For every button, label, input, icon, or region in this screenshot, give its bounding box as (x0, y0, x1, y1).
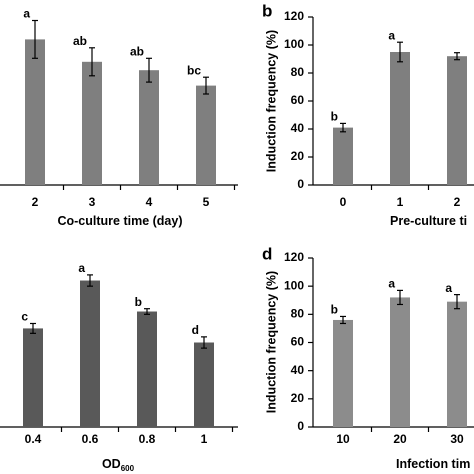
x-tick-label: 0.4 (25, 432, 42, 446)
x-tick-label: 5 (203, 195, 210, 209)
significance-letter: a (23, 7, 30, 21)
significance-letter: b (331, 110, 338, 124)
x-tick-label: 1 (201, 432, 208, 446)
x-axis-label-text: Pre-culture ti (390, 214, 467, 228)
panel-letter: b (262, 1, 272, 20)
error-bar (340, 315, 346, 325)
error-bar (454, 52, 460, 61)
panel-letter: d (262, 244, 272, 263)
x-axis-label-text: OD (102, 457, 121, 471)
x-tick-label: 4 (146, 195, 153, 209)
significance-letter: a (388, 277, 395, 291)
y-tick-label: 120 (284, 250, 304, 264)
bar (137, 311, 157, 427)
x-axis-label-subscript: 600 (121, 464, 135, 473)
x-tick-label: 0.6 (82, 432, 99, 446)
significance-letter: d (192, 323, 199, 337)
x-axis-label-text: Co-culture time (day) (57, 214, 182, 228)
y-tick-label: 60 (291, 93, 305, 107)
bar (333, 127, 353, 185)
x-axis-label: Infection tim (396, 457, 470, 471)
bar (447, 56, 467, 186)
significance-letter: bc (187, 63, 201, 77)
y-tick-label: 100 (284, 278, 304, 292)
error-bar (144, 308, 150, 315)
bar (194, 342, 214, 427)
x-tick-label: 10 (336, 432, 350, 446)
y-tick-label: 80 (291, 65, 305, 79)
bar (390, 52, 410, 185)
x-tick-label: 0 (340, 195, 347, 209)
bar (23, 328, 43, 427)
error-bar (454, 294, 460, 310)
x-tick-label: 3 (89, 195, 96, 209)
bar (196, 85, 216, 185)
bar (82, 61, 102, 185)
y-axis-label: Induction frequency (%) (264, 271, 278, 413)
significance-letter: ab (130, 44, 144, 58)
significance-letter: b (135, 295, 142, 309)
x-axis-label: Pre-culture ti (390, 214, 467, 228)
y-tick-label: 20 (291, 391, 305, 405)
bar (139, 70, 159, 185)
bar (390, 297, 410, 427)
y-tick-label: 120 (284, 9, 304, 23)
y-axis-label: Induction frequency (%) (264, 30, 278, 172)
error-bar (397, 289, 403, 306)
significance-letter: a (78, 261, 85, 275)
x-tick-label: 2 (32, 195, 39, 209)
x-tick-label: 1 (397, 195, 404, 209)
bar (447, 301, 467, 427)
y-tick-label: 20 (291, 149, 305, 163)
bar (80, 280, 100, 427)
y-tick-label: 60 (291, 335, 305, 349)
x-tick-label: 20 (393, 432, 407, 446)
x-axis-label-text: Infection tim (396, 457, 470, 471)
error-bar (203, 76, 209, 95)
error-bar (340, 122, 346, 133)
significance-letter: a (388, 28, 395, 42)
y-tick-label: 100 (284, 37, 304, 51)
x-tick-label: 2 (454, 195, 461, 209)
bar (25, 39, 45, 186)
x-tick-label: 30 (450, 432, 464, 446)
significance-letter: c (21, 310, 28, 324)
error-bar (87, 274, 93, 287)
y-tick-label: 0 (297, 419, 304, 433)
x-axis-label: Co-culture time (day) (57, 214, 182, 228)
bar (333, 319, 353, 427)
error-bar (397, 41, 403, 63)
error-bar (146, 57, 152, 83)
error-bar (89, 47, 95, 77)
y-tick-label: 40 (291, 363, 305, 377)
y-tick-label: 0 (297, 177, 304, 191)
y-tick-label: 40 (291, 121, 305, 135)
error-bar (201, 336, 207, 349)
x-tick-label: 0.8 (139, 432, 156, 446)
x-axis-label: OD600 (102, 457, 135, 473)
y-tick-label: 80 (291, 307, 305, 321)
significance-letter: a (445, 281, 452, 295)
error-bar (32, 19, 38, 59)
significance-letter: b (331, 303, 338, 317)
error-bar (30, 322, 36, 334)
significance-letter: ab (73, 34, 87, 48)
